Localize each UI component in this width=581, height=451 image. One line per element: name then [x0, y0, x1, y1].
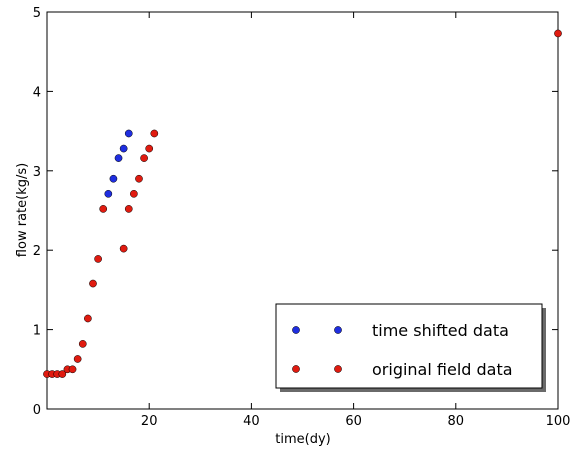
original-field-point: [119, 244, 128, 253]
y-tick-label: 2: [33, 244, 41, 259]
original-field-point: [94, 255, 102, 263]
data-points: [43, 29, 562, 378]
y-tick-label: 5: [33, 6, 41, 21]
y-tick-label: 3: [33, 165, 41, 180]
x-axis-label: time(dy): [275, 432, 330, 447]
legend-entry-original: original field data: [292, 360, 513, 379]
legend-label: original field data: [372, 360, 513, 379]
legend-marker: [334, 326, 342, 334]
x-tick-label: 60: [345, 414, 362, 429]
y-tick-label: 1: [33, 324, 41, 339]
time-shifted-point: [119, 144, 128, 153]
original-field-point: [78, 340, 87, 348]
y-tick-label: 0: [33, 403, 41, 418]
y-tick-label: 4: [33, 85, 41, 100]
x-tick-label: 40: [243, 414, 260, 429]
x-tick-label: 100: [546, 414, 571, 429]
original-field-point: [73, 355, 82, 363]
original-field-point: [84, 314, 92, 323]
original-field-point: [145, 144, 154, 153]
time-shifted-point: [104, 189, 113, 198]
original-field-point: [89, 279, 97, 288]
original-field-point: [140, 154, 148, 162]
y-axis-label: flow rate(kg/s): [15, 163, 30, 257]
legend: time shifted data original field data: [275, 303, 546, 392]
original-field-point: [554, 29, 562, 38]
original-field-point: [150, 129, 159, 138]
original-field-point: [124, 205, 133, 213]
legend-marker: [292, 326, 300, 334]
original-field-point: [68, 365, 77, 374]
legend-box: [275, 303, 543, 389]
original-field-point: [58, 370, 67, 378]
x-tick-label: 20: [141, 414, 158, 429]
time-shifted-point: [124, 129, 133, 138]
time-shifted-point: [109, 174, 118, 183]
time-shifted-point: [114, 154, 123, 162]
legend-label: time shifted data: [372, 321, 509, 340]
axis-ticks: 20 40 60 80 100 0 1 2 3 4 5: [33, 6, 571, 429]
original-field-point: [99, 205, 108, 213]
legend-entry-time-shifted: time shifted data: [292, 321, 509, 340]
original-field-point: [135, 174, 143, 183]
legend-marker: [292, 365, 300, 373]
legend-marker: [334, 365, 342, 373]
x-tick-label: 80: [448, 414, 465, 429]
original-field-point: [130, 189, 138, 198]
